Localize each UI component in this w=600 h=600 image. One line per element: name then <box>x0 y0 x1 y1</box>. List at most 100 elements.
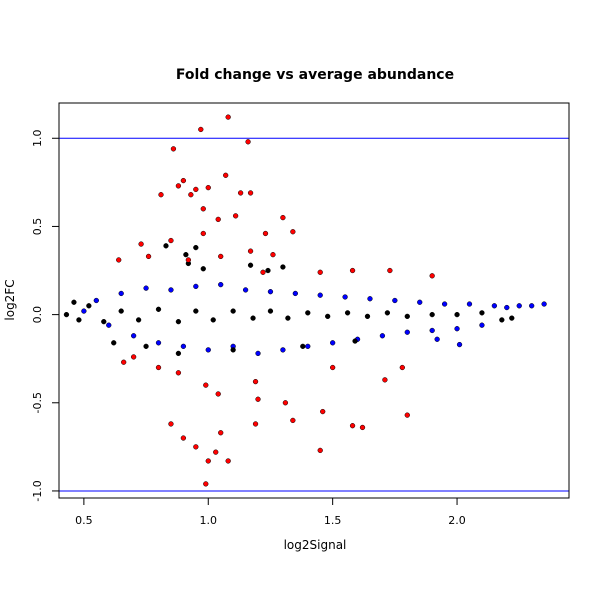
data-point <box>210 317 216 323</box>
data-point <box>230 308 236 314</box>
data-point <box>118 308 124 314</box>
data-point <box>255 396 261 402</box>
data-point <box>168 421 174 427</box>
data-point <box>158 192 164 198</box>
data-point <box>245 139 251 145</box>
data-point <box>237 190 244 196</box>
series-0 <box>81 281 547 357</box>
data-point <box>491 303 498 309</box>
data-point <box>143 343 149 350</box>
data-point <box>180 435 187 441</box>
data-point <box>399 364 405 371</box>
data-point <box>367 296 373 302</box>
y-tick-label: 0.5 <box>31 218 44 236</box>
data-point <box>175 370 182 376</box>
data-point <box>509 315 515 321</box>
data-point <box>121 359 127 365</box>
data-point <box>300 343 306 350</box>
data-point <box>349 267 356 274</box>
data-point <box>205 184 211 191</box>
data-point <box>198 126 204 133</box>
data-point <box>215 391 221 397</box>
data-point <box>270 252 276 258</box>
data-point <box>280 347 286 353</box>
y-tick-label: -0.5 <box>31 392 44 413</box>
data-point <box>193 308 199 314</box>
data-point <box>155 340 162 346</box>
data-point <box>218 281 224 288</box>
data-point <box>168 237 174 244</box>
data-point <box>280 214 286 221</box>
data-point <box>247 248 254 254</box>
data-point <box>479 322 485 328</box>
data-point <box>252 421 259 427</box>
data-point <box>330 364 336 371</box>
data-point <box>200 206 206 212</box>
data-point <box>118 290 124 297</box>
data-point <box>71 299 77 305</box>
data-point <box>479 310 485 316</box>
data-point <box>317 292 323 298</box>
data-point <box>168 287 174 293</box>
data-point <box>252 378 259 385</box>
data-point <box>200 266 206 272</box>
data-point <box>185 257 192 263</box>
data-point <box>155 364 162 371</box>
x-axis: 0.5 1.0 1.5 2.0 <box>75 497 466 527</box>
data-point <box>175 350 182 357</box>
data-point <box>130 333 137 339</box>
data-point <box>541 301 547 307</box>
data-point <box>429 273 435 279</box>
data-point <box>267 308 274 314</box>
data-point <box>441 301 448 307</box>
data-point <box>454 311 460 318</box>
data-point <box>215 216 221 223</box>
data-point <box>317 269 323 275</box>
x-axis-label: log2Signal <box>284 538 347 552</box>
data-point <box>143 285 149 291</box>
data-point <box>116 257 122 263</box>
data-point <box>255 350 261 357</box>
data-point <box>225 114 231 120</box>
data-point <box>86 303 92 309</box>
data-point <box>466 301 473 307</box>
data-point <box>225 458 231 464</box>
data-point <box>504 304 510 311</box>
data-point <box>250 315 256 321</box>
data-point <box>529 303 535 309</box>
data-point <box>265 267 271 274</box>
x-tick-label: 1.5 <box>324 514 342 527</box>
data-point <box>130 354 137 360</box>
data-point <box>76 317 82 323</box>
data-point <box>364 313 371 320</box>
data-point <box>342 294 348 300</box>
data-point <box>349 423 356 429</box>
y-tick-label: -1.0 <box>31 480 44 501</box>
data-point <box>330 340 336 346</box>
chart-title: Fold change vs average abundance <box>176 67 454 83</box>
data-point <box>352 338 358 344</box>
data-point <box>379 333 386 339</box>
data-point <box>429 311 435 318</box>
data-point <box>305 343 311 350</box>
data-point <box>344 310 351 316</box>
data-point <box>163 243 169 249</box>
series-1 <box>63 243 515 357</box>
data-point <box>247 190 254 196</box>
data-point <box>359 424 366 431</box>
data-point <box>170 146 177 152</box>
data-point <box>230 347 236 353</box>
data-point <box>280 264 286 270</box>
data-point <box>175 183 182 189</box>
data-point <box>317 447 323 454</box>
reference-lines <box>59 137 569 492</box>
data-point <box>205 347 211 353</box>
data-point <box>262 230 269 237</box>
data-point <box>106 322 112 328</box>
data-point <box>93 297 99 304</box>
data-point <box>205 458 211 464</box>
data-point <box>260 269 266 275</box>
data-point <box>290 417 296 424</box>
